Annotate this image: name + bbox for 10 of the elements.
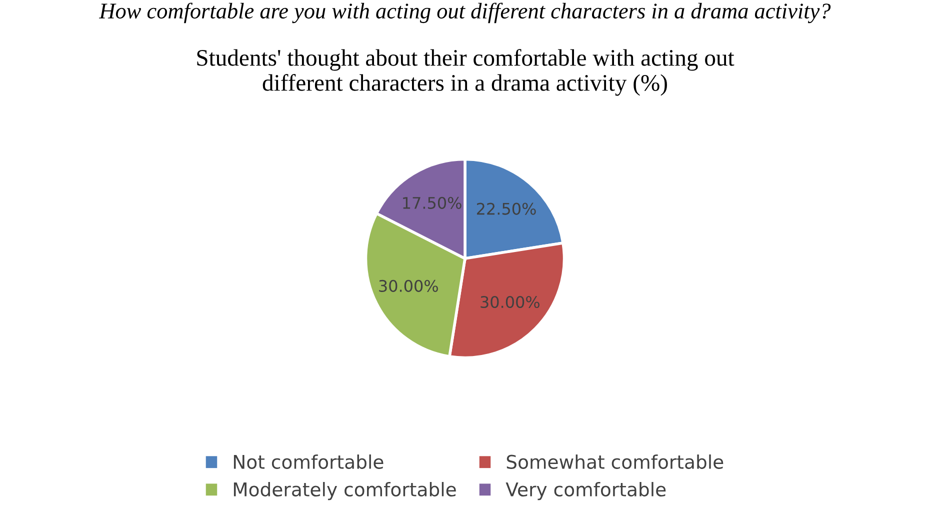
legend-label: Not comfortable: [234, 454, 384, 469]
legend-label: Moderately comfortable: [234, 482, 456, 500]
legend-label: Very comfortable: [506, 482, 666, 500]
chart-title: Students' thought about their comfortable with acting out different characters in a drama activity (%): [197, 49, 734, 96]
data-label: 30.00%: [379, 280, 438, 292]
text: How comfortable are you with acting out different characters in a drama activity?: [98, 2, 831, 24]
legend-label: Somewhat comfortable: [506, 454, 724, 469]
data-label: 22.50%: [476, 202, 536, 215]
data-label: 30.00%: [480, 296, 540, 308]
data-label: 17.50%: [403, 196, 462, 209]
